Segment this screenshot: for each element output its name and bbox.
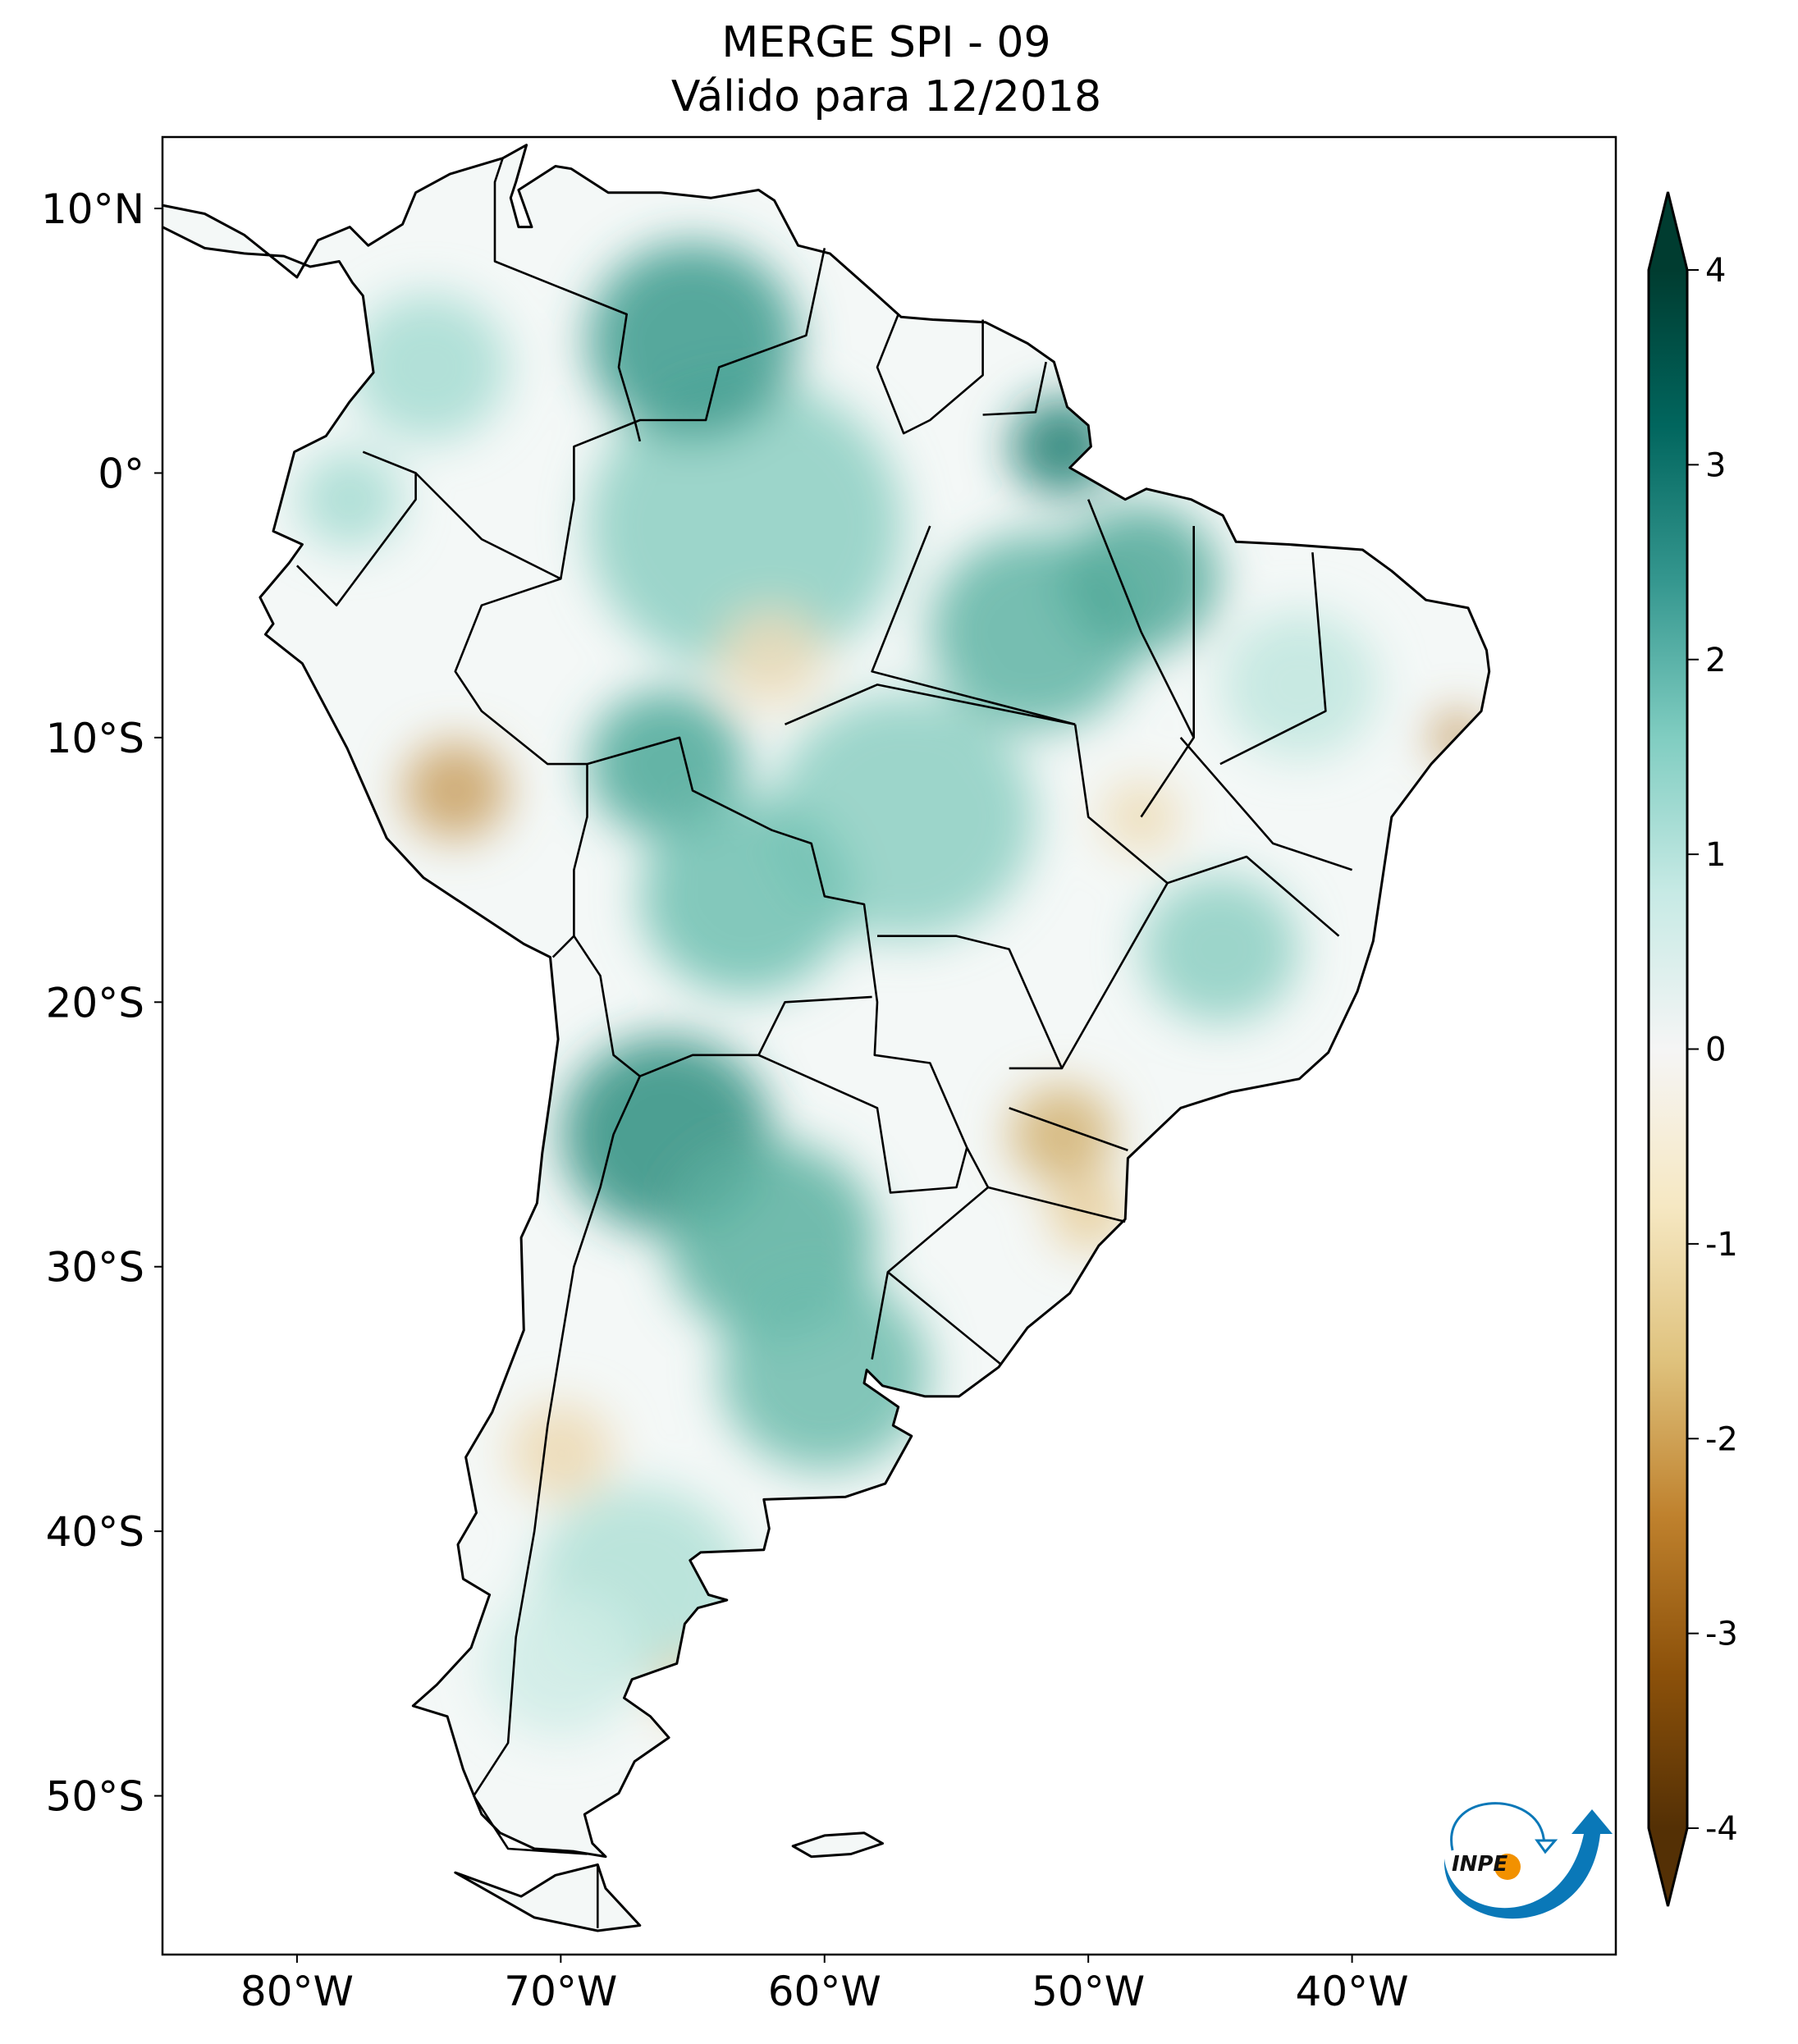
axis-ticks: 10°N 0° 10°S 20°S 30°S 40°S 50°S 80°W 70°W 60°W 50… [41, 185, 1409, 2015]
coastline [162, 144, 1491, 1932]
coastline-segment [454, 1863, 642, 1932]
lat-tick-label: 40°S [46, 1508, 144, 1556]
spi-anomaly-region [640, 798, 851, 995]
border-line [414, 472, 561, 580]
spi-anomaly-region [1220, 610, 1379, 759]
logo-sun [1494, 1854, 1521, 1880]
colorbar-tick-label: -1 [1705, 1226, 1738, 1264]
map-area [162, 144, 1491, 1932]
border-line [876, 313, 984, 435]
map-subtitle: Válido para 12/2018 [670, 72, 1102, 121]
spi-anomaly-region [587, 690, 745, 839]
coastline-segment [162, 144, 1491, 1859]
border-line [1167, 855, 1340, 937]
colorbar-tick-label: -2 [1705, 1420, 1738, 1458]
border-line [295, 450, 417, 606]
lon-tick-label: 40°W [1296, 1968, 1409, 2015]
border-line [987, 1186, 1126, 1223]
lon-tick-label: 50°W [1032, 1968, 1145, 2015]
border-line [551, 764, 588, 958]
lon-tick-label: 80°W [240, 1968, 354, 2015]
spi-anomaly-region [588, 242, 798, 440]
border-line [1087, 499, 1195, 738]
border-line [473, 1076, 641, 1855]
border-line [1009, 1107, 1128, 1152]
logo-text: INPE [1452, 1852, 1507, 1877]
spi-anomaly-region [719, 609, 825, 708]
country-state-borders [295, 158, 1353, 1928]
colorbar-tick-label: -4 [1705, 1810, 1738, 1848]
border-line [877, 935, 1064, 1070]
spi-anomaly-region [402, 741, 508, 840]
lat-tick-label: 10°N [41, 185, 144, 233]
border-line [871, 1271, 890, 1360]
spi-anomaly-region [1009, 1085, 1115, 1184]
coastline-segment [791, 1831, 884, 1859]
border-line [1179, 737, 1353, 871]
spi-anomaly-region [588, 377, 904, 674]
colorbar-tick-label: 3 [1705, 446, 1726, 484]
spi-anomaly-region [1062, 505, 1220, 653]
colorbar-tick-label: 0 [1705, 1031, 1726, 1069]
map-frame [161, 135, 1617, 1956]
lat-tick-label: 50°S [46, 1773, 144, 1821]
spi-anomaly-region [297, 450, 403, 549]
lat-tick-label: 20°S [46, 979, 144, 1027]
spi-anomaly-region [653, 1653, 733, 1727]
colorbar-extend-min [1649, 1828, 1687, 1906]
lon-tick-label: 70°W [504, 1968, 617, 2015]
border-line [757, 1054, 968, 1194]
border-line [573, 935, 872, 1077]
border-line [871, 525, 1076, 726]
spi-anomaly-region [350, 293, 508, 441]
spi-field [162, 144, 1489, 1932]
map-title: MERGE SPI - 09 [721, 18, 1051, 67]
lon-tick-label: 60°W [768, 1968, 881, 2015]
colorbar-extend-max [1649, 192, 1687, 270]
spi-anomaly-region [1101, 780, 1181, 854]
lat-tick-label: 30°S [46, 1244, 144, 1292]
spi-anomaly-region [1141, 875, 1299, 1023]
colorbar-tick-label: 4 [1705, 252, 1726, 290]
border-line [1219, 552, 1327, 766]
lat-tick-label: 10°S [46, 715, 144, 762]
spi-anomaly-region [719, 1273, 930, 1471]
border-line [982, 361, 1047, 416]
spi-anomaly-region [1049, 1177, 1128, 1251]
border-line [493, 158, 642, 442]
colorbar-tick-label: 2 [1705, 642, 1726, 679]
border-line [454, 248, 1002, 1366]
colorbar-gradient [1649, 270, 1687, 1828]
border-line [784, 684, 1076, 726]
inpe-logo: INPE [1443, 1802, 1613, 1919]
colorbar-tick-label: 1 [1705, 836, 1726, 874]
lat-tick-label: 0° [98, 450, 144, 497]
colorbar-tick-label: -3 [1705, 1616, 1738, 1653]
spi-anomaly-region [482, 1589, 640, 1738]
colorbar: 4 3 2 1 0 -1 -2 -3 -4 [1647, 191, 1738, 1907]
spi-anomaly-region [508, 1402, 614, 1502]
